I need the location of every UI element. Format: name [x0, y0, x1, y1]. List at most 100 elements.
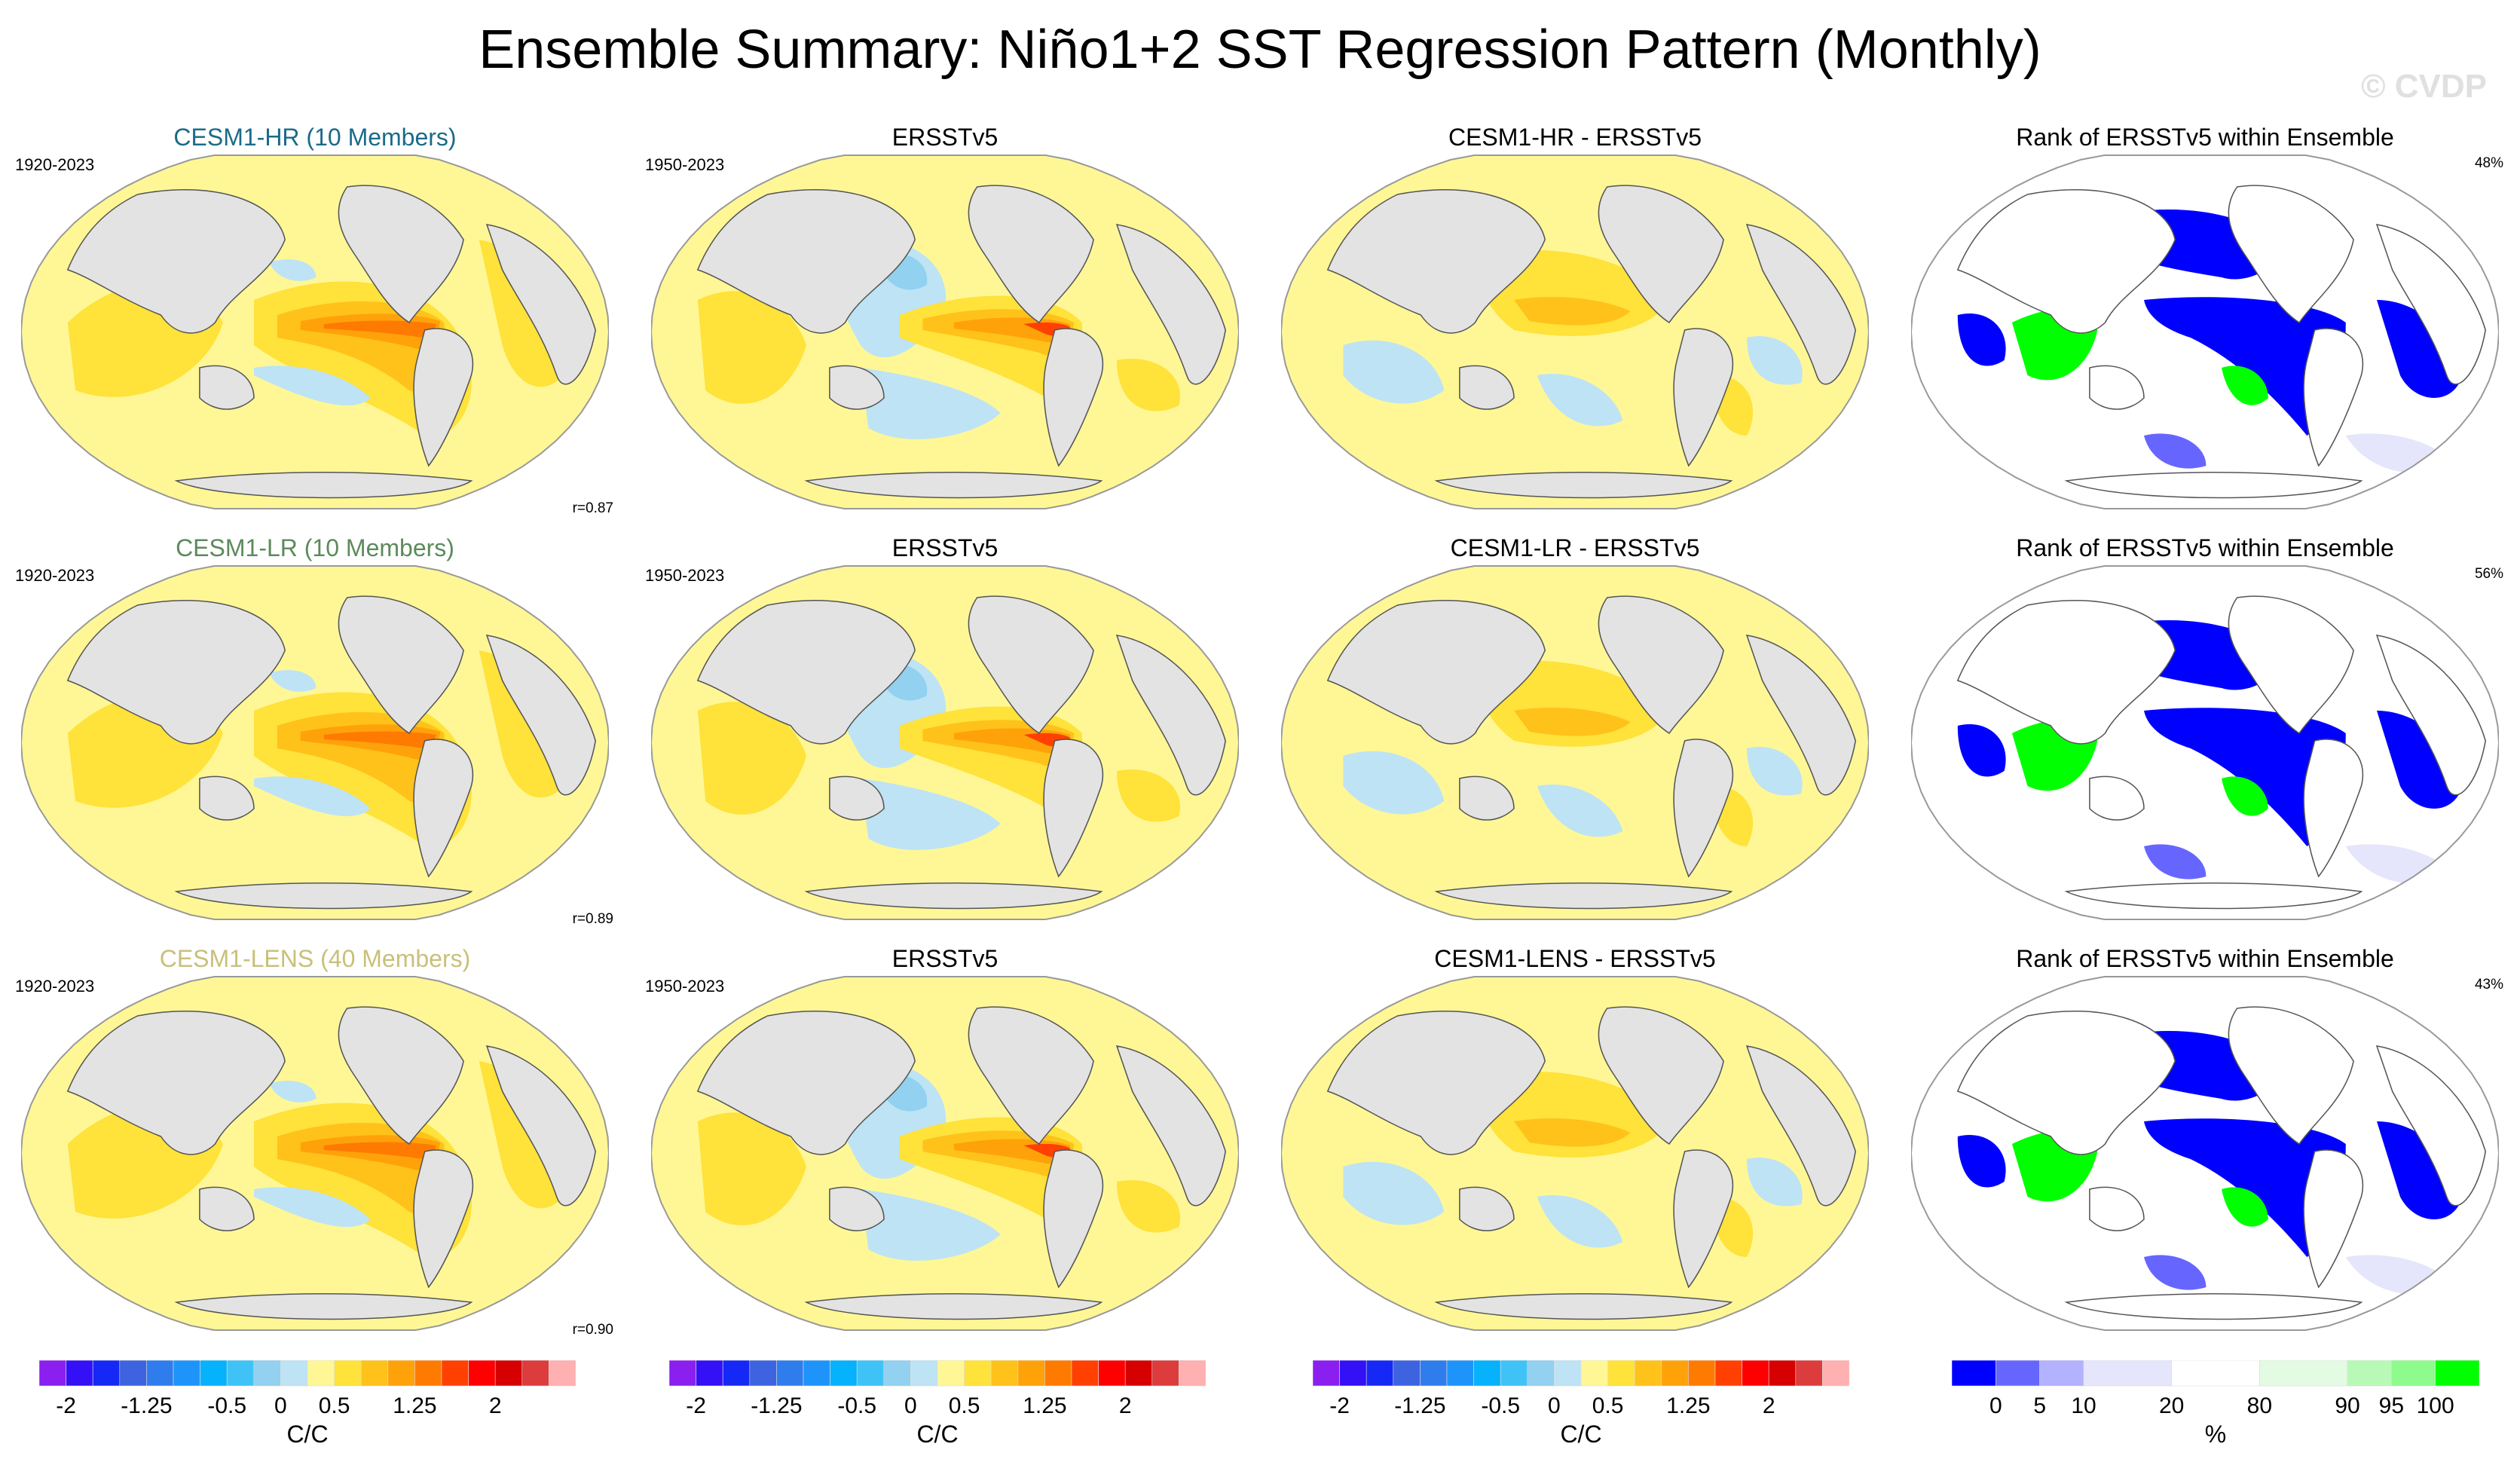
sst-contour-region	[1343, 1161, 1445, 1225]
sst-contour-region	[1747, 1158, 1803, 1207]
sst-contour-region	[1537, 1195, 1623, 1248]
colorbar-box	[803, 1360, 830, 1387]
panel-model-row1: CESM1-HR (10 Members) 1920-2023 r=0.87	[0, 122, 630, 533]
land-mass	[2303, 1149, 2364, 1289]
colorbar-unit-label: C/C	[916, 1421, 959, 1448]
panel-title: CESM1-LR - ERSSTv5	[1450, 534, 1700, 561]
colorbar-box	[1500, 1360, 1528, 1387]
sst-contour-region	[697, 291, 806, 404]
land-mass	[1326, 1011, 1546, 1155]
land-mass	[1745, 1045, 1856, 1207]
colorbar-box	[173, 1360, 200, 1387]
colorbar-tick-label: 0.5	[948, 1393, 980, 1418]
map-diff	[1281, 154, 1869, 509]
panel-title: Rank of ERSSTv5 within Ensemble	[2016, 124, 2394, 151]
rank-region	[2144, 708, 2346, 846]
land-mass	[1673, 328, 1734, 467]
colorbar-box	[1634, 1360, 1662, 1387]
colorbar-box	[2391, 1360, 2436, 1387]
colorbar-tick-label: -1.25	[121, 1393, 173, 1418]
colorbar-tick-label: 0.5	[1592, 1393, 1624, 1418]
panel-diff-row2: CESM1-LR - ERSSTv5	[1260, 533, 1890, 944]
rank-region	[2144, 297, 2346, 436]
sst-contour-region	[1343, 340, 1445, 404]
land-mass	[696, 600, 916, 745]
colorbar-tick-label: 1.25	[1023, 1393, 1067, 1418]
land-mass	[2089, 775, 2145, 821]
colorbar-box	[2083, 1360, 2172, 1387]
map-outline	[651, 565, 1239, 920]
colorbar-box	[1795, 1360, 1823, 1387]
sst-contour-region	[1514, 707, 1631, 736]
land-mass	[804, 472, 1103, 499]
map-diff	[1281, 565, 1869, 920]
map-outline	[1281, 976, 1869, 1331]
colorbar-box	[1688, 1360, 1716, 1387]
sst-colorbar-col1: -2 -1.25 -0.5 0 0.5 1.25 2 C/C	[39, 1360, 576, 1458]
pattern-correlation: r=0.87	[572, 500, 613, 516]
colorbar-unit-label: %	[2204, 1421, 2227, 1448]
panel-model-row3: CESM1-LENS (40 Members) 1920-2023 r=0.90	[0, 944, 630, 1354]
sst-contour-region	[254, 366, 371, 405]
rank-region	[2144, 433, 2207, 469]
land-mass	[829, 775, 885, 821]
colorbar-box	[1527, 1360, 1555, 1387]
colorbar-tick-label: -1.25	[1394, 1393, 1446, 1418]
map-outline	[21, 976, 609, 1331]
sst-contour-region	[861, 368, 1001, 439]
colorbar-tick-label: 5	[2033, 1393, 2046, 1418]
land-mass	[485, 1045, 596, 1207]
colorbar-tick-label: 2	[1762, 1393, 1775, 1418]
colorbar-tick-label: 1.25	[1666, 1393, 1711, 1418]
map-outline	[651, 154, 1239, 509]
panel-title: Rank of ERSSTv5 within Ensemble	[2016, 534, 2394, 561]
pattern-correlation: r=0.89	[572, 911, 613, 927]
sst-contour-region	[269, 670, 317, 692]
cvdp-watermark: © CVDP	[2361, 68, 2487, 105]
land-mass	[1115, 635, 1226, 796]
colorbar-tick-label: 0	[1548, 1393, 1561, 1418]
land-mass	[2089, 365, 2145, 410]
map-model	[21, 154, 609, 509]
land-mass	[199, 775, 255, 821]
panel-obs-row3: ERSSTv5 1950-2023	[630, 944, 1260, 1354]
map-rank	[1911, 154, 2499, 509]
land-mass	[1745, 224, 1856, 385]
sst-contour-region	[269, 259, 317, 281]
land-mass	[413, 328, 474, 467]
rank-colorbar: 0 5 10 20 80 90 95 100%	[1952, 1360, 2479, 1458]
map-outline	[1911, 154, 2499, 509]
colorbar-tick-label: -0.5	[1481, 1393, 1521, 1418]
sst-contour-region	[254, 1187, 371, 1227]
colorbar-box	[387, 1360, 415, 1387]
land-mass	[338, 185, 464, 324]
colorbar-tick-label: 0	[904, 1393, 917, 1418]
land-mass	[1043, 1149, 1104, 1289]
colorbar-box	[1179, 1360, 1206, 1387]
land-mass	[485, 224, 596, 385]
colorbar-box	[1366, 1360, 1394, 1387]
land-mass	[1459, 365, 1515, 410]
map-rank	[1911, 976, 2499, 1331]
colorbar-box	[937, 1360, 965, 1387]
land-mass	[1043, 739, 1104, 878]
panel-title: CESM1-LENS (40 Members)	[159, 945, 471, 972]
colorbar-box	[669, 1360, 696, 1387]
rank-region	[2144, 844, 2207, 879]
colorbar-box	[696, 1360, 723, 1387]
panel-title: CESM1-LR (10 Members)	[176, 534, 454, 561]
colorbar-box	[2039, 1360, 2084, 1387]
period-label: 1950-2023	[645, 566, 725, 585]
panel-title: Rank of ERSSTv5 within Ensemble	[2016, 945, 2394, 972]
colorbar-tick-label: -2	[56, 1393, 76, 1418]
colorbar-box	[226, 1360, 255, 1387]
colorbar-box	[414, 1360, 442, 1387]
colorbar-box	[253, 1360, 281, 1387]
colorbar-box	[1044, 1360, 1072, 1387]
map-outline	[1281, 154, 1869, 509]
land-mass	[2228, 595, 2354, 735]
land-mass	[1434, 882, 1733, 910]
colorbar-box	[1822, 1360, 1849, 1387]
land-mass	[1598, 1006, 1724, 1145]
land-mass	[2228, 1006, 2354, 1145]
